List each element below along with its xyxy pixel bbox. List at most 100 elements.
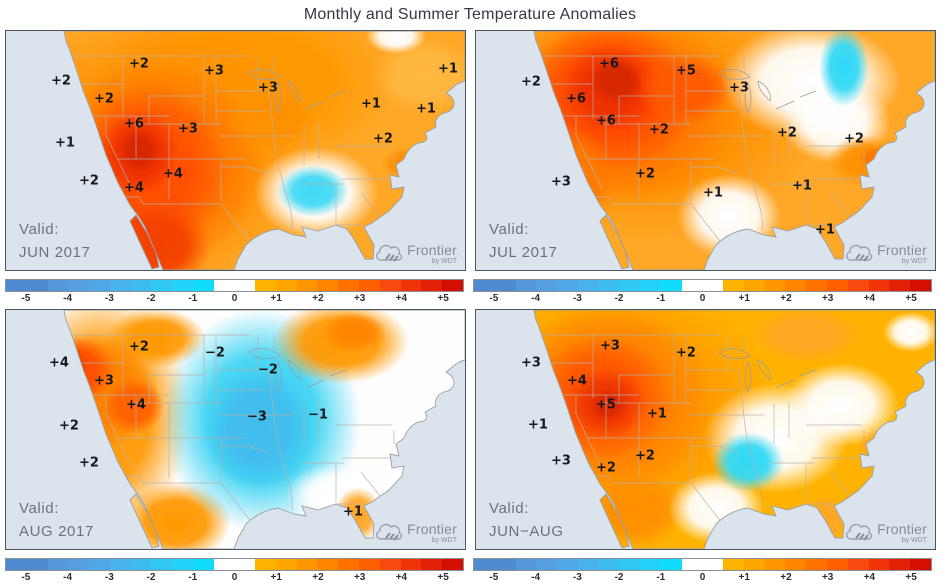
colorbar-segment [806, 280, 828, 291]
colorbar-tick-label: +3 [353, 293, 366, 304]
valid-block: Valid: JUN 2017 [19, 218, 91, 265]
valid-block: Valid: AUG 2017 [19, 497, 94, 544]
colorbar-segment [868, 280, 890, 291]
anomaly-field-blob [883, 312, 935, 352]
colorbar-tick-label: -1 [656, 293, 666, 304]
valid-period: AUG 2017 [19, 522, 94, 540]
colorbar-tick-label: +4 [395, 572, 408, 583]
colorbar-segment [68, 559, 90, 570]
state-borders [64, 334, 404, 524]
colorbar-segment [442, 559, 463, 570]
colorbar-tick-label: 0 [699, 293, 706, 304]
colorbar-segment [660, 559, 682, 570]
logo-name: Frontier [407, 521, 457, 537]
colorbar-segment [359, 559, 380, 570]
colorbar-segment [26, 280, 48, 291]
anomaly-map-jun-2017 [6, 31, 465, 270]
state-borders [534, 55, 874, 245]
colorbar-tick-label: +1 [738, 572, 750, 583]
colorbar-segment [577, 280, 599, 291]
colorbar-tick-label: +1 [270, 572, 282, 583]
colorbar-tick-label: -4 [63, 293, 73, 304]
colorbar-segment [806, 559, 828, 570]
cloud-logo-icon [846, 523, 873, 541]
map-panel-jul-2017: Valid: JUL 2017 Frontier by WDT +2 +6 +6 +6… [475, 30, 936, 271]
colorbar-segment [743, 559, 765, 570]
colorbar-segment [275, 280, 297, 291]
cloud-logo-icon [846, 244, 873, 262]
colorbar-tick-label: -3 [572, 572, 582, 583]
colorbar-segment [192, 280, 214, 291]
colorbar-segment [400, 559, 422, 570]
colorbar-segment [151, 280, 173, 291]
colorbar-segment [847, 280, 869, 291]
colorbar-tick-label: +4 [395, 293, 408, 304]
colorbar-tick-label: +4 [863, 572, 876, 583]
valid-label: Valid: [489, 499, 530, 517]
colorbar-segment [47, 280, 69, 291]
colorbar-segment [255, 280, 276, 291]
colorbar-segment [889, 559, 911, 570]
colorbar-tick-label: 0 [231, 572, 238, 583]
colorbar: -5 -4 -3 -2 -1 0 +1 +2 +3 +4 +5 [5, 279, 464, 305]
colorbar-segment [640, 280, 661, 291]
colorbar-tick-label: -2 [614, 572, 624, 583]
colorbar-segment [379, 280, 401, 291]
colorbar-tick-label: -5 [21, 293, 31, 304]
anomaly-field-blob [589, 57, 643, 105]
colorbar: -5 -4 -3 -2 -1 0 +1 +2 +3 +4 +5 [473, 279, 932, 305]
colorbar-segment [743, 280, 765, 291]
colorbar-segment [213, 280, 235, 291]
colorbar-tick-label: -4 [531, 572, 541, 583]
anomaly-field-blob [104, 378, 164, 434]
logo-byline: by WDT [431, 537, 457, 544]
logo-byline: by WDT [431, 258, 457, 265]
colorbar-tick-label: 0 [699, 572, 706, 583]
anomaly-field-blob [783, 363, 899, 447]
state-borders [64, 55, 404, 245]
colorbar-tick-label: -2 [614, 293, 624, 304]
cloud-logo-icon [376, 523, 403, 541]
colorbar-tick-label: +2 [312, 572, 324, 583]
colorbar-segment [130, 280, 152, 291]
state-borders [534, 334, 874, 524]
colorbar-tick-label: -2 [146, 572, 156, 583]
colorbar-gradient [5, 558, 464, 571]
colorbar-tick-label: +3 [353, 572, 366, 583]
great-lakes-outline [718, 348, 817, 393]
colorbar-segment [213, 559, 235, 570]
colorbar-segment [681, 280, 703, 291]
colorbar-gradient [473, 279, 932, 292]
colorbar-segment [255, 559, 276, 570]
colorbar-segment [660, 280, 682, 291]
logo-name: Frontier [877, 521, 927, 537]
colorbar: -5 -4 -3 -2 -1 0 +1 +2 +3 +4 +5 [473, 558, 932, 584]
colorbar-tick-label: -5 [489, 572, 499, 583]
colorbar-segment [764, 559, 786, 570]
anomaly-map-jun-aug [476, 310, 935, 549]
colorbar-tick-label: -2 [146, 293, 156, 304]
frontier-logo: Frontier by WDT [844, 241, 927, 265]
colorbar-segment [379, 559, 401, 570]
colorbar-labels: -5 -4 -3 -2 -1 0 +1 +2 +3 +4 +5 [5, 571, 464, 584]
baja-coastline [599, 214, 630, 270]
colorbar-tick-label: -1 [188, 572, 198, 583]
colorbar-segment [723, 559, 744, 570]
anomaly-field-blob [712, 432, 784, 492]
colorbar-segment [6, 559, 27, 570]
baja-coastline [599, 493, 630, 549]
anomaly-field-blob [636, 54, 732, 124]
colorbar-tick-label: +5 [905, 293, 917, 304]
colorbar-segment [847, 559, 869, 570]
colorbar-segment [702, 280, 724, 291]
coastline [533, 310, 935, 549]
coastline [533, 31, 935, 270]
anomaly-field-blob [226, 87, 316, 151]
colorbar-segment [442, 280, 463, 291]
colorbar-segment [619, 559, 641, 570]
colorbar-segment [536, 280, 558, 291]
colorbar-tick-label: +2 [780, 293, 792, 304]
colorbar-labels: -5 -4 -3 -2 -1 0 +1 +2 +3 +4 +5 [5, 292, 464, 305]
colorbar-segment [536, 559, 558, 570]
anomaly-field-blob [751, 310, 861, 363]
